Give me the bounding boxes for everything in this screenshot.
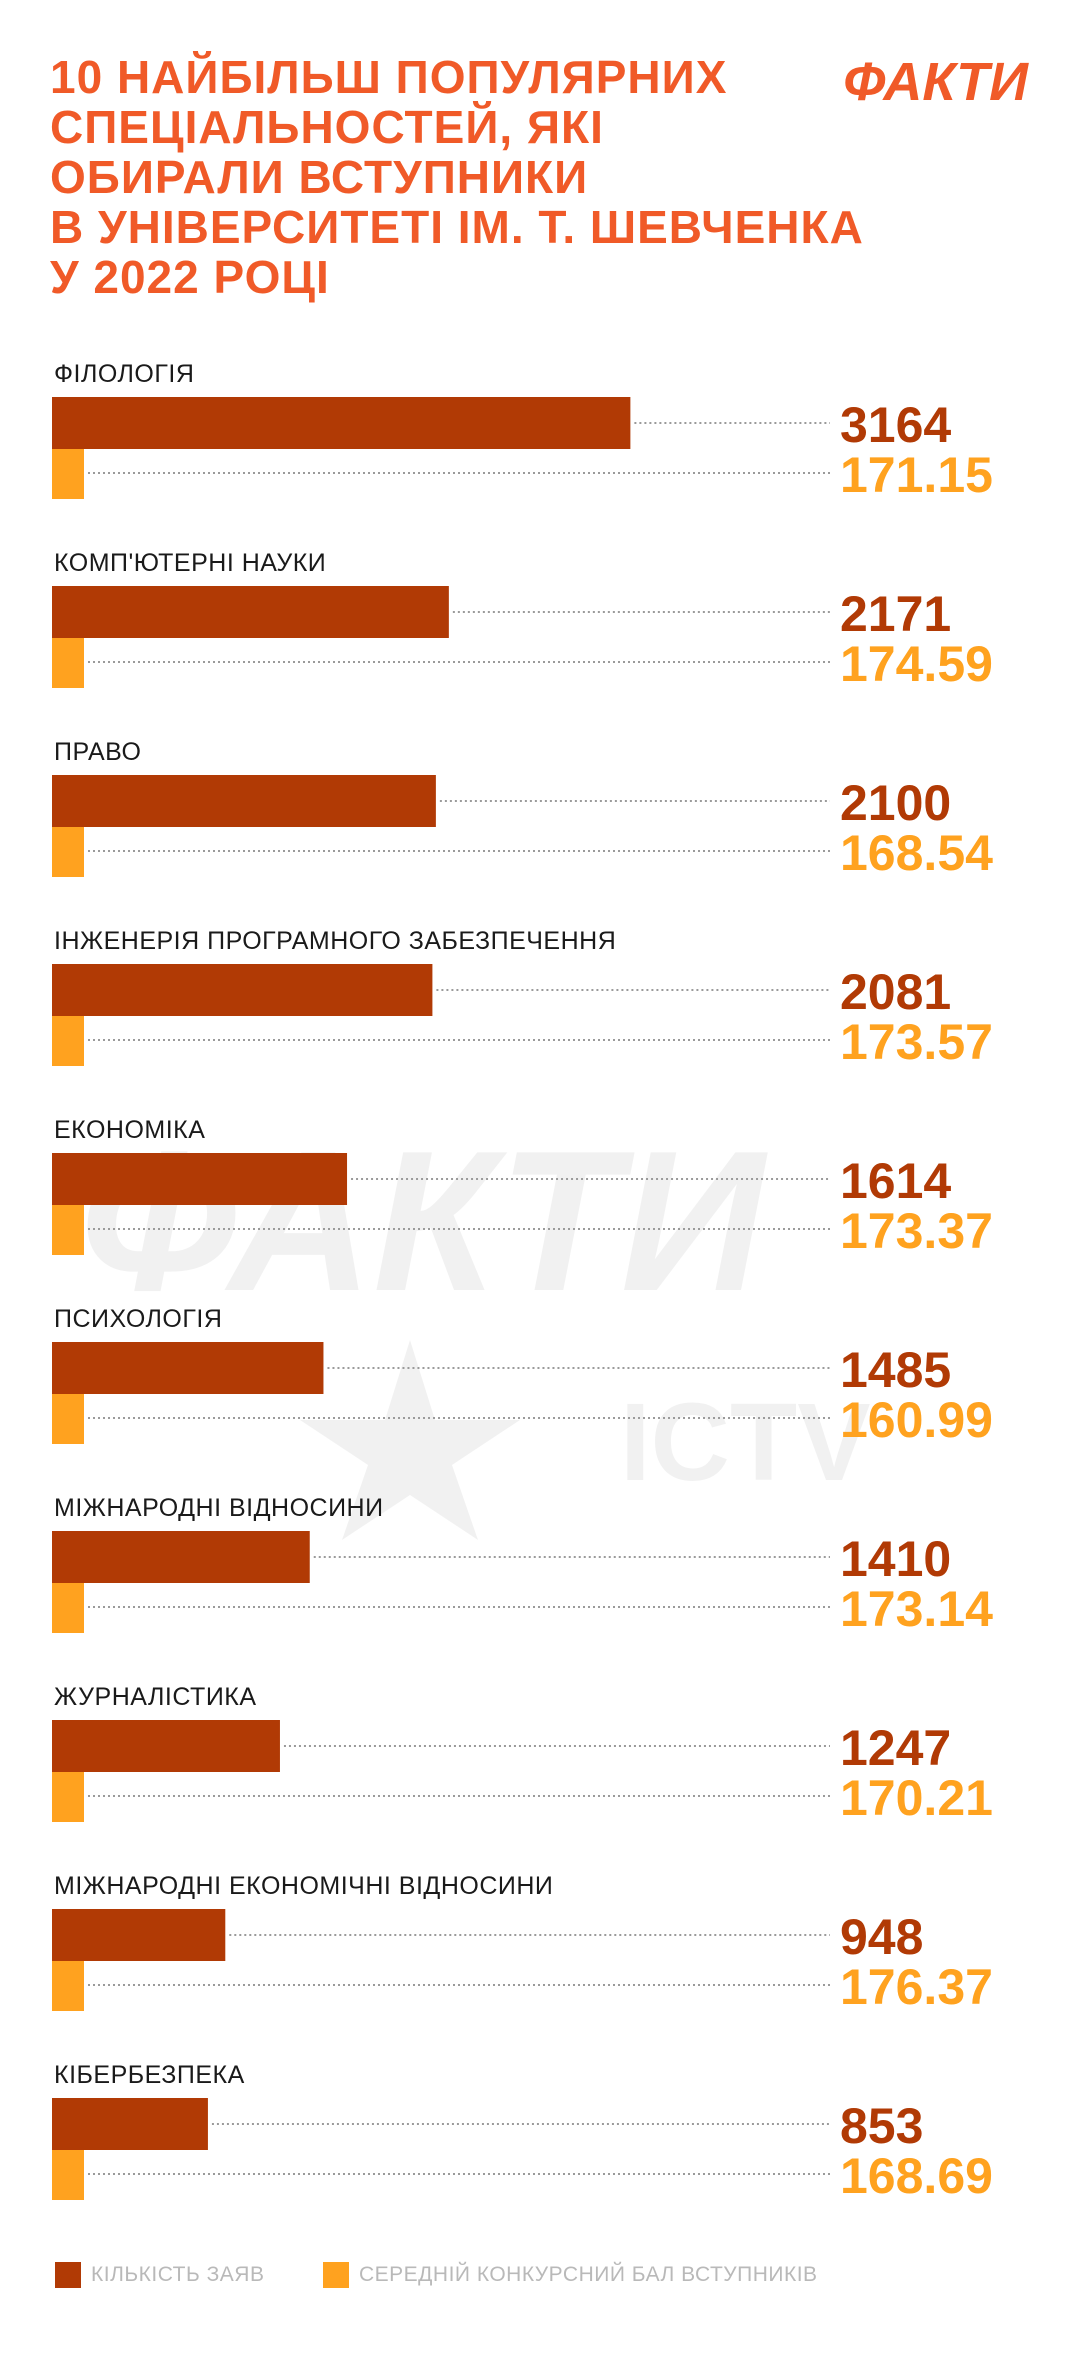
legend-swatch-score: [323, 2262, 349, 2288]
score-marker: [52, 1016, 84, 1066]
applications-value-label: 1410: [840, 1531, 951, 1587]
title-line: СПЕЦІАЛЬНОСТЕЙ, ЯКІ: [50, 101, 604, 153]
applications-value-label: 2081: [840, 964, 951, 1020]
legend-item-score: СЕРЕДНІЙ КОНКУРСНИЙ БАЛ ВСТУПНИКІВ: [323, 2262, 818, 2288]
applications-bar: [52, 1720, 280, 1772]
header: 10 НАЙБІЛЬШ ПОПУЛЯРНИХ СПЕЦІАЛЬНОСТЕЙ, Я…: [50, 52, 1030, 322]
applications-bar: [52, 1531, 310, 1583]
score-marker: [52, 1205, 84, 1255]
applications-bar: [52, 1909, 226, 1961]
category-label: ЕКОНОМІКА: [54, 1116, 205, 1144]
title-line: ОБИРАЛИ ВСТУПНИКИ: [50, 151, 589, 203]
applications-value-label: 948: [840, 1909, 923, 1965]
category-label: ФІЛОЛОГІЯ: [54, 360, 194, 388]
score-value-label: 174.59: [840, 636, 993, 692]
category-label: КОМП'ЮТЕРНІ НАУКИ: [54, 549, 326, 577]
score-marker: [52, 2150, 84, 2200]
score-marker: [52, 1772, 84, 1822]
fakty-logo: ФАКТИ: [843, 52, 1029, 112]
score-marker: [52, 1394, 84, 1444]
score-value-label: 173.37: [840, 1203, 993, 1259]
score-value-label: 170.21: [840, 1770, 993, 1826]
applications-value-label: 1247: [840, 1720, 951, 1776]
applications-bar: [52, 586, 449, 638]
applications-value-label: 3164: [840, 397, 951, 453]
score-marker: [52, 638, 84, 688]
applications-value-label: 1485: [840, 1342, 951, 1398]
score-value-label: 168.54: [840, 825, 993, 881]
category-label: КІБЕРБЕЗПЕКА: [54, 2061, 245, 2089]
title-line: 10 НАЙБІЛЬШ ПОПУЛЯРНИХ: [50, 51, 728, 103]
score-marker: [52, 1583, 84, 1633]
applications-value-label: 853: [840, 2098, 923, 2154]
applications-bar: [52, 2098, 208, 2150]
fakty-logo-text: ФАКТИ: [843, 52, 1029, 112]
applications-bar: [52, 775, 436, 827]
score-value-label: 173.57: [840, 1014, 993, 1070]
score-value-label: 176.37: [840, 1959, 993, 2015]
applications-bar: [52, 1153, 348, 1205]
legend-item-applications: КІЛЬКІСТЬ ЗАЯВ: [55, 2262, 264, 2288]
applications-bar: [52, 1342, 324, 1394]
legend-label-applications: КІЛЬКІСТЬ ЗАЯВ: [91, 2263, 265, 2286]
legend-swatch-applications: [55, 2262, 81, 2288]
category-label: МІЖНАРОДНІ ВІДНОСИНИ: [54, 1494, 384, 1522]
title-line: У 2022 РОЦІ: [50, 251, 330, 303]
chart-title: 10 НАЙБІЛЬШ ПОПУЛЯРНИХ СПЕЦІАЛЬНОСТЕЙ, Я…: [50, 52, 910, 302]
score-value-label: 168.69: [840, 2148, 993, 2204]
score-value-label: 171.15: [840, 447, 993, 503]
applications-value-label: 1614: [840, 1153, 951, 1209]
score-value-label: 160.99: [840, 1392, 993, 1448]
legend-label-score: СЕРЕДНІЙ КОНКУРСНИЙ БАЛ ВСТУПНИКІВ: [359, 2263, 818, 2286]
score-marker: [52, 827, 84, 877]
category-label: ПСИХОЛОГІЯ: [54, 1305, 222, 1333]
category-label: МІЖНАРОДНІ ЕКОНОМІЧНІ ВІДНОСИНИ: [54, 1872, 553, 1900]
category-label: ІНЖЕНЕРІЯ ПРОГРАМНОГО ЗАБЕЗПЕЧЕННЯ: [54, 927, 616, 955]
score-marker: [52, 449, 84, 499]
category-label: ПРАВО: [54, 738, 141, 766]
score-value-label: 173.14: [840, 1581, 993, 1637]
applications-value-label: 2171: [840, 586, 951, 642]
applications-bar: [52, 964, 433, 1016]
score-marker: [52, 1961, 84, 2011]
applications-value-label: 2100: [840, 775, 951, 831]
category-label: ЖУРНАЛІСТИКА: [54, 1683, 257, 1711]
chart-legend: КІЛЬКІСТЬ ЗАЯВ СЕРЕДНІЙ КОНКУРСНИЙ БАЛ В…: [55, 2262, 1055, 2302]
title-line: В УНІВЕРСИТЕТІ ІМ. Т. ШЕВЧЕНКА: [50, 201, 864, 253]
applications-bar: [52, 397, 631, 449]
